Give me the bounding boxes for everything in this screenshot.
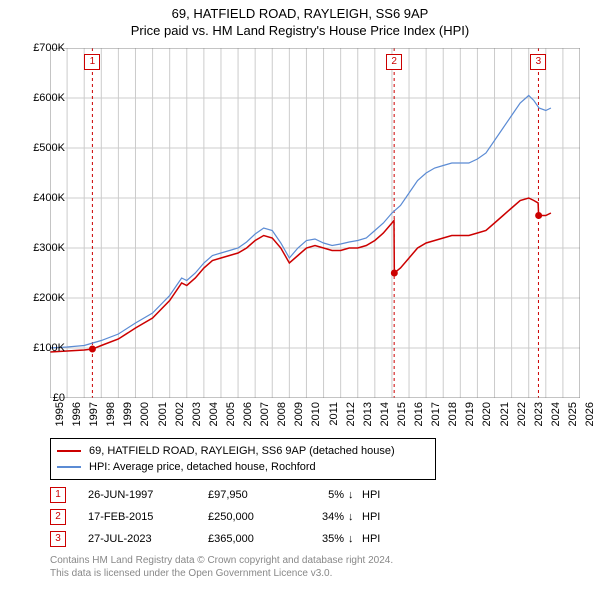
x-axis-label: 1997: [88, 402, 100, 426]
y-axis-label: £500K: [20, 142, 65, 154]
x-axis-label: 1996: [71, 402, 83, 426]
x-axis-label: 2009: [293, 402, 305, 426]
sale-row: 1 26-JUN-1997£97,9505%↓HPI: [50, 484, 380, 506]
sale-row-pct: 34%: [304, 511, 348, 523]
chart-svg: [50, 48, 580, 398]
x-axis-label: 2020: [481, 402, 493, 426]
sale-row-marker: 3: [50, 531, 66, 547]
x-axis-label: 2025: [567, 402, 579, 426]
y-axis-label: £100K: [20, 342, 65, 354]
down-arrow-icon: ↓: [348, 511, 362, 523]
sale-marker-2: 2: [386, 54, 402, 70]
x-axis-label: 2003: [191, 402, 203, 426]
x-axis-label: 2023: [533, 402, 545, 426]
sale-row-pct: 35%: [304, 533, 348, 545]
chart-area: [50, 48, 580, 398]
x-axis-label: 2014: [379, 402, 391, 426]
x-axis-label: 2012: [345, 402, 357, 426]
sale-row-price: £365,000: [208, 533, 304, 545]
x-axis-label: 2026: [584, 402, 596, 426]
x-axis-label: 2016: [413, 402, 425, 426]
sale-row-marker: 2: [50, 509, 66, 525]
x-axis-label: 2001: [157, 402, 169, 426]
x-axis-label: 2019: [464, 402, 476, 426]
sale-marker-3: 3: [530, 54, 546, 70]
down-arrow-icon: ↓: [348, 489, 362, 501]
y-axis-label: £200K: [20, 292, 65, 304]
legend-label: 69, HATFIELD ROAD, RAYLEIGH, SS6 9AP (de…: [89, 445, 395, 457]
sale-row-price: £97,950: [208, 489, 304, 501]
legend-label: HPI: Average price, detached house, Roch…: [89, 461, 316, 473]
y-axis-label: £700K: [20, 42, 65, 54]
legend-swatch-hpi: [57, 466, 81, 468]
y-axis-label: £400K: [20, 192, 65, 204]
x-axis-label: 2011: [328, 402, 340, 426]
sale-row: 3 27-JUL-2023£365,00035%↓HPI: [50, 528, 380, 550]
x-axis-label: 2021: [499, 402, 511, 426]
chart-container: 69, HATFIELD ROAD, RAYLEIGH, SS6 9AP Pri…: [0, 0, 600, 590]
sale-row-pct: 5%: [304, 489, 348, 501]
sale-row-date: 27-JUL-2023: [88, 533, 208, 545]
x-axis-label: 2005: [225, 402, 237, 426]
x-axis-label: 1998: [105, 402, 117, 426]
x-axis-label: 1999: [122, 402, 134, 426]
title-subtitle: Price paid vs. HM Land Registry's House …: [0, 23, 600, 38]
footer-line1: Contains HM Land Registry data © Crown c…: [50, 554, 393, 567]
legend-row: 69, HATFIELD ROAD, RAYLEIGH, SS6 9AP (de…: [57, 443, 429, 459]
sale-marker-1: 1: [84, 54, 100, 70]
legend-box: 69, HATFIELD ROAD, RAYLEIGH, SS6 9AP (de…: [50, 438, 436, 480]
sale-row: 2 17-FEB-2015£250,00034%↓HPI: [50, 506, 380, 528]
legend-swatch-price: [57, 450, 81, 452]
x-axis-label: 2007: [259, 402, 271, 426]
down-arrow-icon: ↓: [348, 533, 362, 545]
x-axis-label: 2024: [550, 402, 562, 426]
y-axis-label: £300K: [20, 242, 65, 254]
sale-row-date: 26-JUN-1997: [88, 489, 208, 501]
footer-line2: This data is licensed under the Open Gov…: [50, 567, 393, 580]
x-axis-label: 2017: [430, 402, 442, 426]
x-axis-label: 2022: [516, 402, 528, 426]
sales-table: 126-JUN-1997£97,9505%↓HPI217-FEB-2015£25…: [50, 484, 380, 550]
x-axis-label: 2018: [447, 402, 459, 426]
x-axis-label: 2002: [174, 402, 186, 426]
x-axis-label: 2010: [310, 402, 322, 426]
x-axis-label: 2013: [362, 402, 374, 426]
sale-row-price: £250,000: [208, 511, 304, 523]
sale-row-hpi: HPI: [362, 511, 380, 523]
sale-row-date: 17-FEB-2015: [88, 511, 208, 523]
y-axis-label: £600K: [20, 92, 65, 104]
x-axis-label: 2004: [208, 402, 220, 426]
x-axis-label: 1995: [54, 402, 66, 426]
x-axis-label: 2000: [139, 402, 151, 426]
title-address: 69, HATFIELD ROAD, RAYLEIGH, SS6 9AP: [0, 6, 600, 21]
title-block: 69, HATFIELD ROAD, RAYLEIGH, SS6 9AP Pri…: [0, 0, 600, 38]
x-axis-label: 2015: [396, 402, 408, 426]
sale-row-marker: 1: [50, 487, 66, 503]
sale-row-hpi: HPI: [362, 489, 380, 501]
x-axis-label: 2008: [276, 402, 288, 426]
sale-row-hpi: HPI: [362, 533, 380, 545]
footer-attribution: Contains HM Land Registry data © Crown c…: [50, 554, 393, 580]
legend-row: HPI: Average price, detached house, Roch…: [57, 459, 429, 475]
x-axis-label: 2006: [242, 402, 254, 426]
